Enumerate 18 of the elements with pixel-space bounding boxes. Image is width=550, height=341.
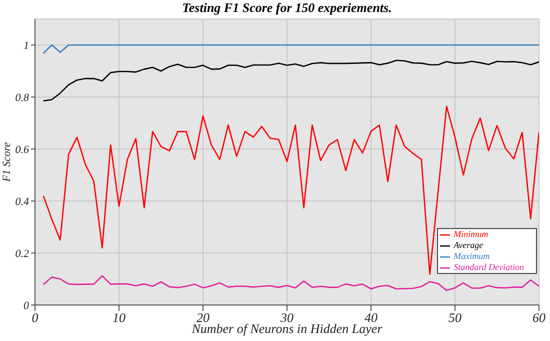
y-tick-label: 0.2 (15, 248, 30, 260)
legend-label: Standard Deviation (454, 262, 524, 272)
y-tick-label: 0.6 (15, 144, 30, 156)
y-tick-label: 0 (24, 300, 30, 312)
y-tick-label: 0.8 (15, 92, 30, 104)
line-series (42, 275, 539, 292)
line-series (42, 60, 539, 102)
legend-label: Maximum (454, 251, 490, 262)
line-series (42, 106, 539, 275)
legend-label: Average (454, 240, 484, 250)
x-tick-label: 60 (532, 310, 546, 326)
y-tick-label: 0.4 (15, 196, 30, 208)
x-tick-label: 10 (112, 310, 126, 326)
y-axis-title: F1 Score (0, 142, 13, 183)
legend-label: Minimum (454, 229, 488, 240)
y-tick-label: 1 (24, 40, 29, 52)
chart-title: Testing F1 Score for 150 experiements. (181, 0, 393, 16)
x-tick-label: 50 (448, 310, 462, 326)
